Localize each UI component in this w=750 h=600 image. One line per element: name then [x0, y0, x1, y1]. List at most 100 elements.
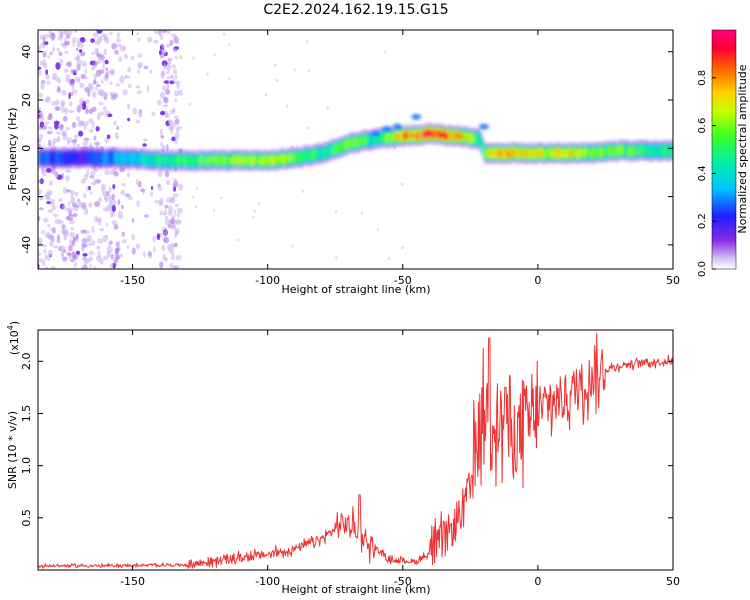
- noise-speckle: [56, 48, 60, 52]
- noise-speckle: [258, 202, 261, 206]
- ridge-cell: [109, 154, 113, 161]
- noise-speckle: [158, 50, 162, 55]
- ridge-cell: [386, 135, 389, 142]
- noise-speckle: [49, 240, 54, 247]
- ridge-cell: [454, 133, 457, 140]
- noise-speckle: [162, 85, 166, 91]
- noise-speckle: [97, 57, 102, 64]
- noise-speckle: [42, 36, 46, 44]
- ridge-cell: [191, 157, 194, 164]
- ridge-cell: [102, 154, 105, 162]
- ridge-cell: [586, 150, 590, 157]
- noise-speckle: [113, 171, 119, 177]
- ridge-cell: [166, 158, 170, 165]
- ridge-hotspot: [554, 151, 562, 155]
- noise-speckle: [92, 32, 99, 38]
- noise-speckle: [54, 106, 61, 112]
- noise-speckle: [76, 198, 81, 203]
- noise-speckle: [274, 63, 277, 67]
- colorbar-tick-label: 0.2: [697, 213, 708, 229]
- ridge-cell: [72, 154, 75, 161]
- ridge-cell: [579, 150, 582, 157]
- ridge-cell: [333, 145, 336, 153]
- ridge-cell: [106, 155, 109, 162]
- ridge-cell: [145, 156, 149, 163]
- ridge-hotspot: [424, 132, 432, 136]
- noise-speckle: [112, 92, 119, 98]
- noise-speckle: [85, 99, 90, 104]
- noise-speckle: [48, 113, 53, 117]
- ridge-hotspot: [590, 150, 598, 154]
- noise-speckle: [105, 222, 109, 227]
- noise-speckle: [86, 234, 93, 242]
- noise-speckle: [38, 252, 42, 256]
- ridge-cell: [480, 141, 484, 149]
- noise-speckle: [88, 202, 93, 208]
- ridge-cell: [380, 134, 383, 141]
- noise-speckle: [227, 43, 231, 47]
- noise-speckle: [38, 133, 44, 140]
- ridge-cell: [630, 147, 633, 155]
- svg-text:(x104): (x104): [6, 321, 21, 355]
- noise-speckle: [118, 56, 123, 63]
- ridge-cell: [408, 133, 412, 140]
- noise-speckle: [97, 238, 104, 244]
- ridge-hotspot: [486, 151, 494, 155]
- ridge-cell: [187, 157, 190, 164]
- ridge-cell: [469, 135, 472, 142]
- ridge-cell: [94, 155, 98, 162]
- ridge-cell: [342, 142, 346, 150]
- noise-speckle: [38, 92, 43, 99]
- noise-speckle: [161, 60, 168, 67]
- noise-speckle: [78, 130, 84, 137]
- noise-speckle: [47, 208, 54, 214]
- noise-speckle: [167, 62, 171, 67]
- ridge-hotspot: [280, 158, 288, 162]
- noise-speckle: [159, 232, 163, 238]
- noise-speckle: [44, 121, 50, 125]
- noise-speckle: [153, 246, 156, 253]
- noise-speckle: [43, 248, 47, 254]
- noise-speckle: [177, 89, 183, 96]
- ridge-cell: [355, 139, 359, 147]
- noise-speckle: [38, 138, 42, 143]
- ridge-cell: [195, 158, 198, 165]
- ridge-cell: [567, 149, 571, 156]
- noise-speckle: [89, 263, 92, 269]
- ridge-cell: [45, 155, 49, 162]
- noise-speckle: [41, 124, 47, 130]
- y-tick-label: 1.5: [20, 405, 33, 423]
- ridge-cell: [569, 150, 573, 157]
- top-x-axis-label: Height of straight line (km): [281, 283, 430, 296]
- ridge-cell: [193, 157, 196, 164]
- noise-speckle: [42, 261, 46, 266]
- noise-speckle: [163, 80, 169, 84]
- ridge-cell: [501, 150, 504, 157]
- ridge-cell: [666, 147, 669, 154]
- x-tick-label: -50: [394, 274, 412, 287]
- ridge-cell: [633, 147, 637, 154]
- noise-speckle: [275, 78, 279, 82]
- noise-speckle: [65, 207, 70, 212]
- noise-speckle: [151, 111, 156, 116]
- y-tick-label: -20: [20, 188, 33, 206]
- noise-speckle: [91, 225, 95, 234]
- noise-speckle: [47, 116, 52, 121]
- noise-speckle: [95, 69, 102, 77]
- noise-speckle: [174, 90, 180, 97]
- noise-speckle: [146, 85, 150, 93]
- noise-speckle: [82, 238, 88, 244]
- colorbar-tick-label: 0.4: [697, 165, 708, 181]
- noise-speckle: [137, 53, 142, 58]
- noise-speckle: [188, 102, 191, 106]
- ridge-cell: [499, 149, 503, 156]
- noise-speckle: [61, 253, 64, 257]
- noise-speckle: [109, 81, 113, 85]
- noise-speckle: [165, 112, 171, 119]
- noise-speckle: [49, 34, 53, 40]
- noise-speckle: [116, 32, 121, 39]
- noise-speckle: [79, 37, 86, 43]
- noise-speckle: [90, 38, 95, 43]
- ridge-cell: [138, 155, 141, 163]
- ridge-cell: [285, 156, 289, 163]
